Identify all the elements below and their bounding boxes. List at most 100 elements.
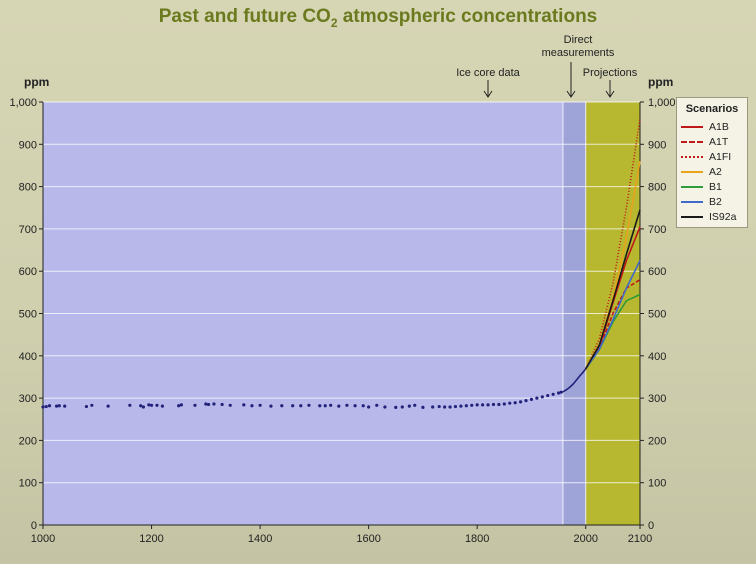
ice-core-point <box>470 403 474 407</box>
legend-label: A1FI <box>709 150 732 163</box>
y-tick-label-right: 300 <box>648 393 666 405</box>
ice-core-points <box>41 390 563 410</box>
ice-core-point <box>128 403 132 407</box>
ice-core-point <box>204 402 208 406</box>
y-tick-label-right: 700 <box>648 224 666 236</box>
legend-item-is92a: IS92a <box>677 209 747 224</box>
ice-core-point <box>375 403 379 407</box>
ice-core-point <box>556 391 561 395</box>
ice-core-point <box>307 403 311 407</box>
ice-core-point <box>269 404 273 408</box>
legend-item-a1b: A1B <box>677 119 747 134</box>
ice-core-point <box>508 401 512 405</box>
ice-core-point <box>491 402 496 407</box>
series-lines <box>562 118 641 393</box>
ice-core-point <box>54 404 59 408</box>
ice-core-point <box>90 403 94 407</box>
ice-core-point <box>250 404 254 408</box>
y-tick-label-right: 100 <box>648 478 666 490</box>
y-tick-label-left: 400 <box>19 351 37 363</box>
legend: Scenarios A1B A1T A1FI A2 B1 B2 IS92a <box>676 97 748 228</box>
x-tick-label: 2000 <box>573 533 597 545</box>
ice-core-point <box>529 397 534 401</box>
ice-core-point <box>353 404 357 408</box>
chart-title: Past and future CO2 atmospheric concentr… <box>0 6 756 30</box>
ice-core-point <box>421 405 425 410</box>
ice-core-point <box>535 396 539 400</box>
ice-core-point <box>57 404 61 408</box>
direct-annotation-line1: Direct <box>564 34 593 46</box>
x-tick-label: 1400 <box>248 533 272 545</box>
ice-core-point <box>361 404 365 408</box>
legend-item-b2: B2 <box>677 194 747 209</box>
series-line-a1t <box>585 279 641 370</box>
y-tick-label-left: 700 <box>19 224 37 236</box>
ice-core-point <box>179 403 183 407</box>
y-tick-label-right: 1,000 <box>648 97 676 109</box>
tick-labels: 0 100 200 300 400 500 600 700 800 900 1,000 0 100 200… <box>9 97 675 545</box>
legend-swatch <box>681 170 703 173</box>
legend-title: Scenarios <box>685 103 739 115</box>
ice-core-point <box>44 404 48 409</box>
y-tick-label-left: 800 <box>19 182 37 194</box>
ice-core-point <box>524 399 528 403</box>
ice-core-point <box>551 392 555 396</box>
ice-core-point <box>497 402 501 407</box>
y-tick-label-left: 300 <box>19 393 37 405</box>
legend-swatch <box>681 215 703 218</box>
ice-core-point <box>519 400 523 404</box>
legend-item-a2: A2 <box>677 164 747 179</box>
series-line-is92a <box>585 209 641 370</box>
ice-core-point <box>291 404 295 408</box>
ice-core-point <box>345 403 349 407</box>
ice-core-arrow <box>483 80 493 98</box>
ice-core-point <box>481 403 485 407</box>
y-tick-label-right: 900 <box>648 139 666 151</box>
ice-core-point <box>559 390 563 394</box>
ice-core-point <box>400 405 404 409</box>
ice-core-point <box>299 404 303 408</box>
ice-core-point <box>546 393 550 398</box>
direct-measurements-line <box>562 368 587 393</box>
projections-arrow <box>605 80 615 98</box>
ice-core-point <box>318 404 322 408</box>
ice-core-point <box>475 403 479 407</box>
ice-core-point <box>228 403 232 407</box>
legend-label: A1B <box>709 120 729 133</box>
ice-core-point <box>323 404 327 408</box>
legend-item-a1t: A1T <box>677 134 747 149</box>
ice-core-point <box>407 404 411 408</box>
ice-core-point <box>280 404 284 408</box>
legend-swatch <box>681 125 703 128</box>
ice-core-point <box>464 404 468 408</box>
ice-core-point <box>149 403 154 407</box>
y-tick-label-left: 900 <box>19 139 37 151</box>
ice-core-point <box>193 403 197 407</box>
y-tick-label-left: 200 <box>19 435 37 447</box>
y-tick-label-right: 500 <box>648 309 666 321</box>
direct-annotation-line2: measurements <box>542 47 615 59</box>
ice-core-point <box>383 405 387 409</box>
y-tick-label-right: 400 <box>648 351 666 363</box>
ice-core-point <box>84 404 89 409</box>
ice-core-point <box>141 405 146 409</box>
legend-swatch <box>681 140 703 143</box>
ice-core-point <box>155 403 159 407</box>
ice-core-point <box>220 402 224 407</box>
y-tick-label-right: 600 <box>648 266 666 278</box>
ice-core-point <box>47 404 52 408</box>
legend-swatch <box>681 155 703 158</box>
legend-label: IS92a <box>709 210 737 223</box>
x-tick-label: 1200 <box>139 533 163 545</box>
ice-core-point <box>337 404 341 408</box>
ice-core-point <box>212 402 216 406</box>
ice-core-point <box>394 405 398 410</box>
ice-core-point <box>329 403 333 407</box>
ice-core-point <box>242 403 246 407</box>
y-tick-label-left: 1,000 <box>9 97 37 109</box>
ice-core-point <box>540 395 544 399</box>
y-tick-label-right: 0 <box>648 520 654 532</box>
ice-core-point <box>459 404 463 408</box>
ice-core-point <box>486 403 490 407</box>
x-tick-label: 1800 <box>465 533 489 545</box>
